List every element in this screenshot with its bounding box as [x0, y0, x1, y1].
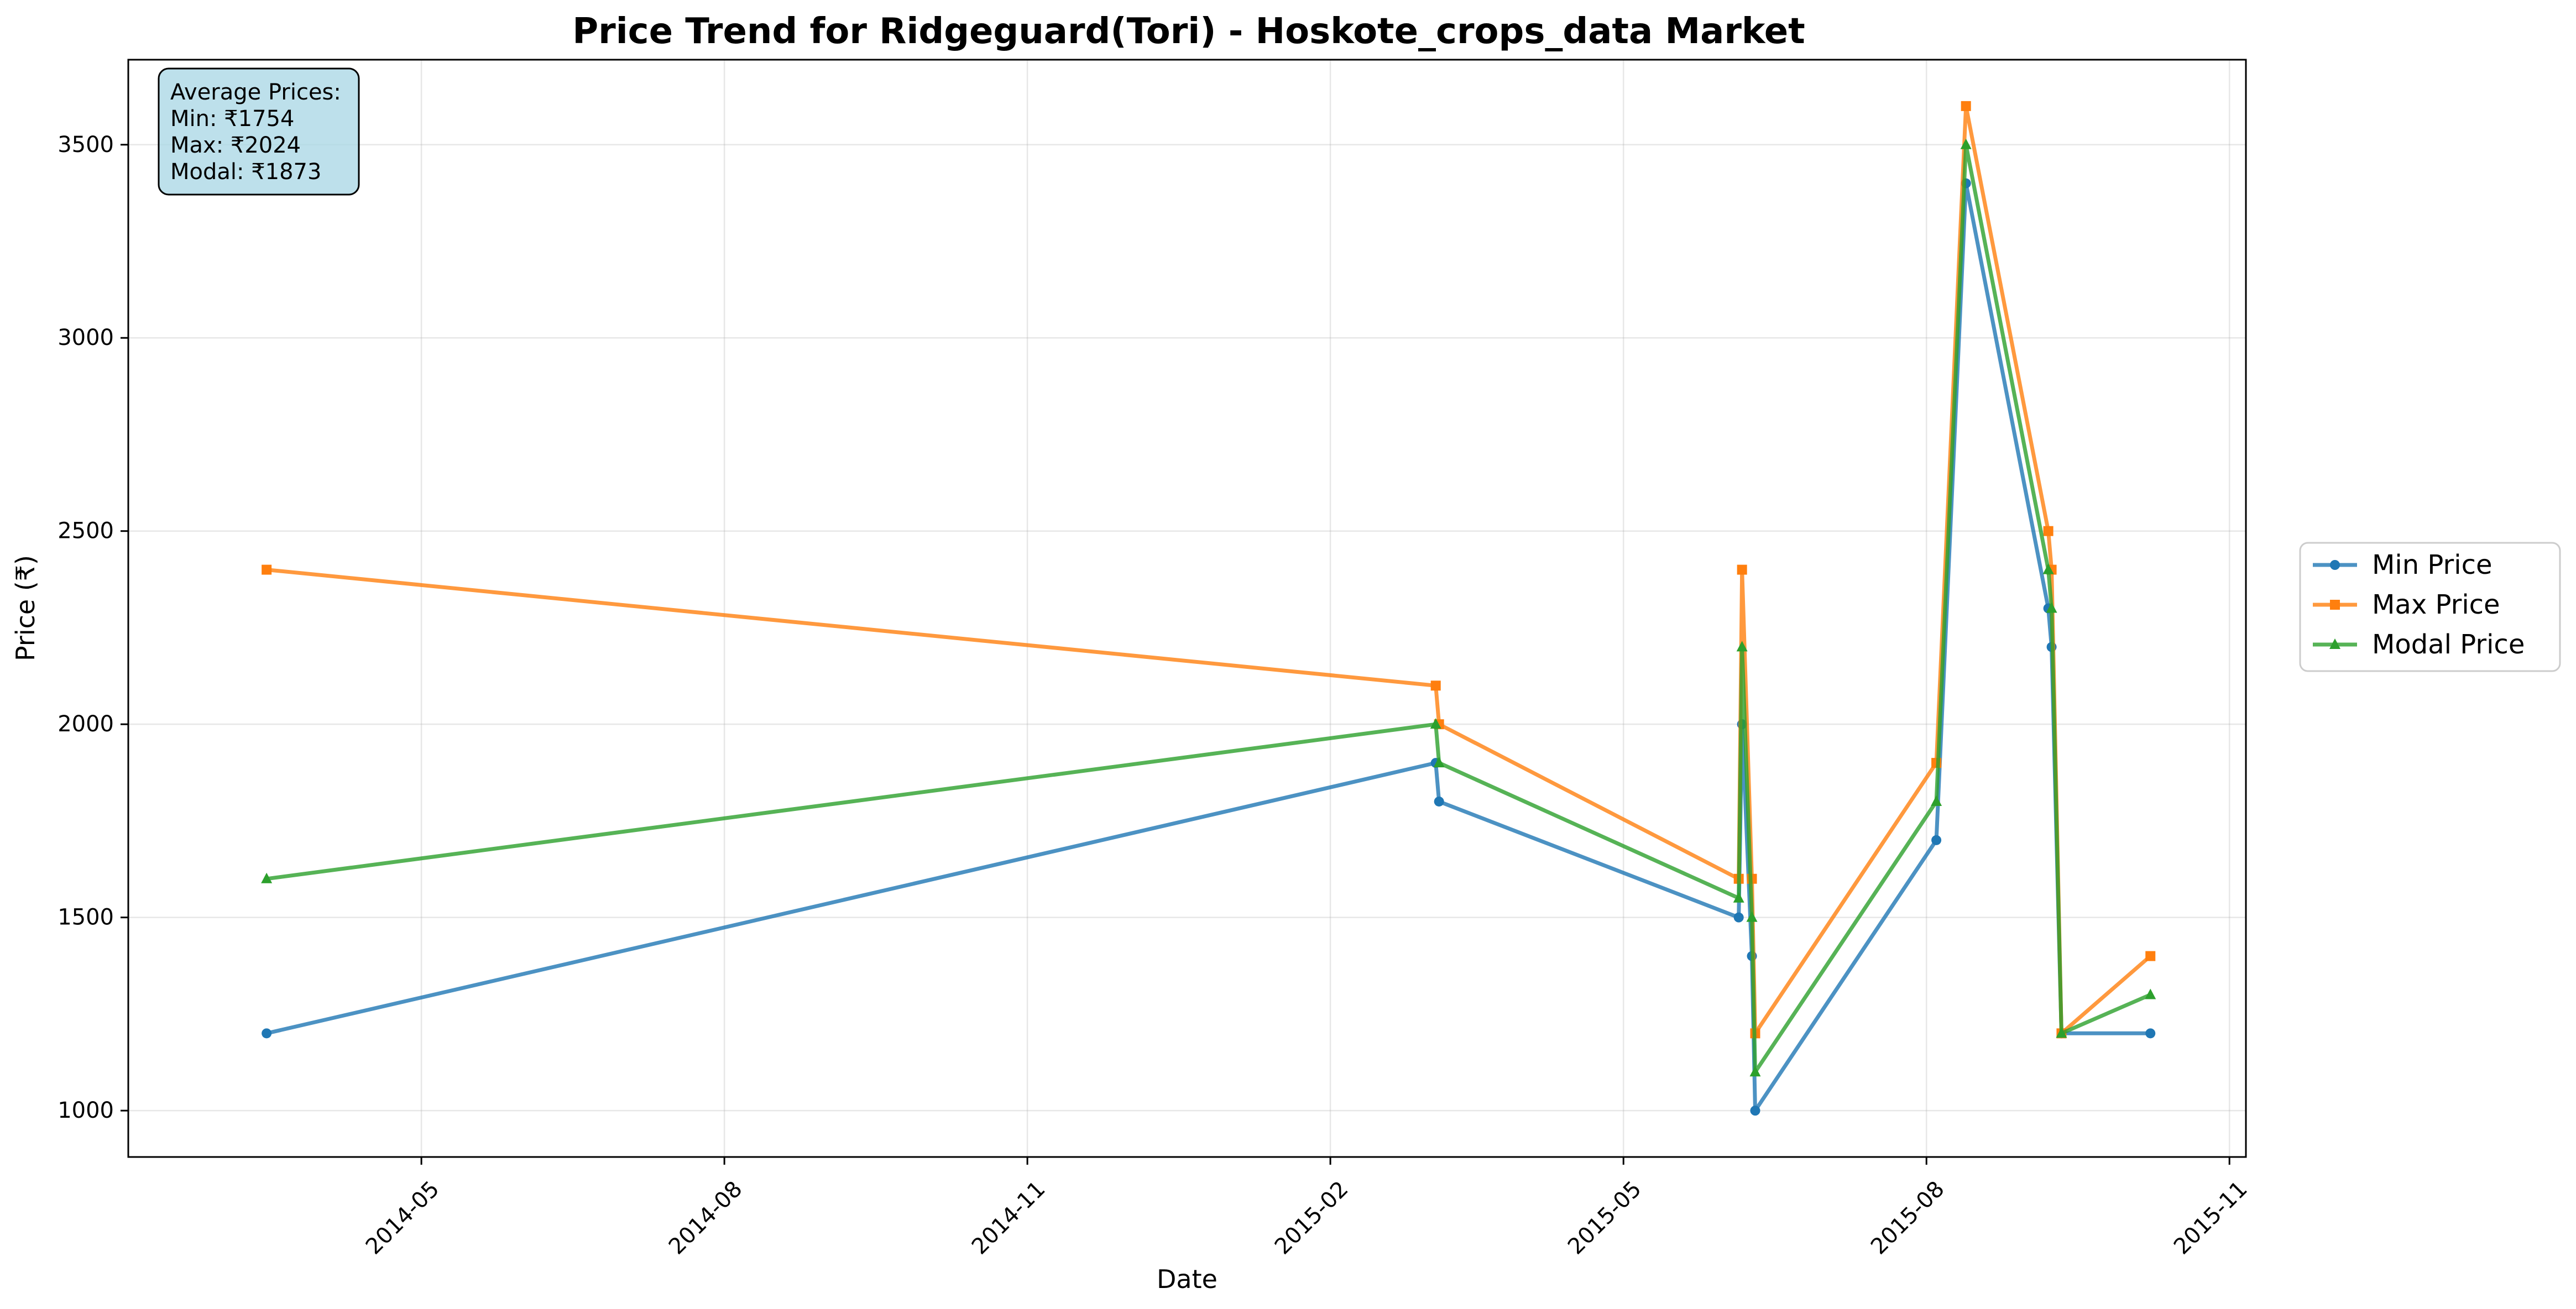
- min-price-point: [1434, 796, 1444, 807]
- legend-marker: [2330, 560, 2340, 570]
- y-tick-label: 1500: [58, 905, 114, 930]
- max-price-point: [1430, 680, 1441, 691]
- legend-marker: [2329, 638, 2340, 649]
- average-prices-box: Average Prices: Min: ₹1754 Max: ₹2024 Mo…: [158, 67, 360, 196]
- legend-label: Max Price: [2372, 589, 2500, 620]
- modal-price-series: [261, 138, 2156, 1077]
- legend-item-min-price: Min Price: [2313, 549, 2493, 580]
- min-price-point: [1733, 912, 1744, 923]
- max-price-point: [1961, 101, 1971, 111]
- legend-item-modal-price: Modal Price: [2313, 629, 2525, 660]
- modal-price-point: [1746, 911, 1758, 922]
- grid-lines: [128, 60, 2246, 1157]
- legend-marker: [2330, 600, 2340, 610]
- modal-price-point: [1736, 641, 1748, 652]
- legend-frame: [2299, 542, 2561, 672]
- modal-price-point: [2145, 988, 2156, 999]
- modal-price-point: [1733, 892, 1744, 903]
- chart-title: Price Trend for Ridgeguard(Tori) - Hosko…: [572, 11, 1805, 52]
- min-price-point: [1750, 1106, 1760, 1116]
- modal-price-point: [1960, 138, 1972, 149]
- average-modal-price: Modal: ₹1873: [170, 159, 321, 185]
- modal-price-point: [1749, 1066, 1761, 1077]
- modal-price-point: [1433, 757, 1445, 768]
- max-price-point: [1737, 564, 1747, 575]
- max-price-point: [2043, 526, 2054, 536]
- min-price-point: [1931, 835, 1942, 845]
- y-tick-label: 3500: [58, 132, 114, 158]
- legend-items: Min Price Max Price Modal Price: [2313, 549, 2525, 660]
- y-tick-label: 2500: [58, 519, 114, 544]
- legend-item-max-price: Max Price: [2313, 589, 2500, 620]
- y-tick-label: 2000: [58, 711, 114, 737]
- y-tick-label: 1000: [58, 1098, 114, 1123]
- max-price-point: [262, 564, 272, 575]
- modal-price-point: [2046, 602, 2057, 613]
- x-axis-label: Date: [1157, 1264, 1218, 1294]
- legend-label: Min Price: [2372, 549, 2493, 580]
- average-min-price: Min: ₹1754: [170, 106, 294, 132]
- max-price-point: [2145, 951, 2156, 961]
- average-prices-heading: Average Prices:: [170, 80, 341, 105]
- modal-price-point: [2056, 1027, 2067, 1038]
- y-axis-label: Price (₹): [11, 555, 40, 661]
- average-max-price: Max: ₹2024: [170, 133, 301, 158]
- legend-label: Modal Price: [2372, 629, 2525, 660]
- plot-area-frame: [127, 59, 2247, 1158]
- legend: Min Price Max Price Modal Price: [2299, 542, 2561, 672]
- modal-price-point: [2042, 563, 2054, 574]
- series-layer: [261, 101, 2156, 1116]
- modal-price-point: [1430, 718, 1441, 729]
- y-tick-label: 3000: [58, 325, 114, 350]
- modal-price-point: [261, 872, 273, 883]
- min-price-point: [2145, 1028, 2156, 1039]
- average-prices-box-background: [158, 67, 360, 196]
- modal-price-point: [1931, 795, 1942, 806]
- min-price-point: [262, 1028, 272, 1039]
